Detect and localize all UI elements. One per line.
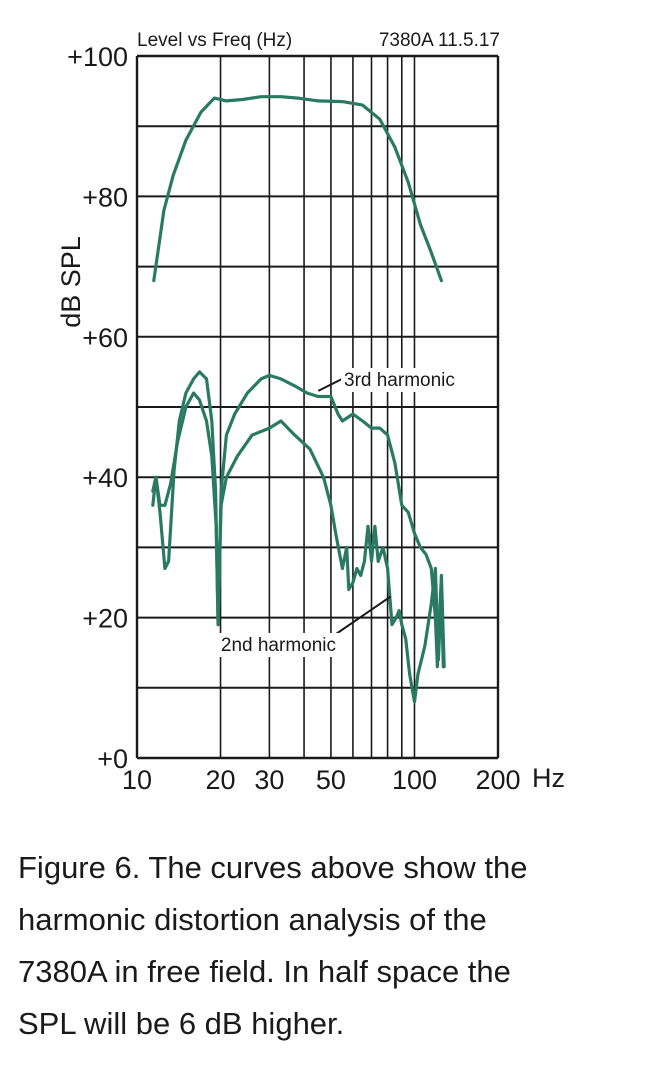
annotation-label-3rd-harmonic: 3rd harmonic bbox=[344, 370, 455, 391]
series-line-3rd-harmonic bbox=[151, 370, 446, 669]
x-tick-label: 30 bbox=[254, 765, 284, 795]
series-line-fundamental bbox=[152, 95, 443, 283]
figure-caption: Figure 6. The curves above show the harm… bbox=[18, 842, 638, 1050]
y-tick-label: +100 bbox=[67, 42, 128, 72]
x-tick-label: 100 bbox=[392, 765, 437, 795]
x-axis-unit-label: Hz bbox=[532, 763, 565, 793]
y-tick-label: +40 bbox=[82, 463, 128, 493]
plot-frame bbox=[135, 54, 500, 760]
annotation-leader-2nd-harmonic bbox=[335, 595, 392, 635]
chart-title: Level vs Freq (Hz) bbox=[137, 30, 292, 51]
harmonic-distortion-chart: 3rd harmonic 2nd harmonic Level vs Freq (… bbox=[56, 30, 565, 795]
y-tick-label: +20 bbox=[82, 604, 128, 634]
y-tick-label: +0 bbox=[97, 744, 128, 774]
x-tick-label: 20 bbox=[206, 765, 236, 795]
y-tick-labels: +0 +20 +40 +60 +80 +100 bbox=[67, 42, 128, 774]
caption-line: Figure 6. The curves above show the bbox=[18, 850, 528, 885]
chart-canvas: 3rd harmonic 2nd harmonic Level vs Freq (… bbox=[56, 30, 565, 795]
annotation-leader-3rd-harmonic bbox=[317, 377, 345, 392]
series-lines bbox=[151, 95, 446, 704]
x-tick-label: 200 bbox=[475, 765, 520, 795]
y-tick-label: +80 bbox=[82, 182, 128, 212]
annotation-label-2nd-harmonic: 2nd harmonic bbox=[221, 635, 336, 656]
annotation-backdrop bbox=[202, 633, 339, 657]
caption-line: harmonic distortion analysis of the bbox=[18, 902, 487, 937]
series-line-2nd-harmonic bbox=[151, 391, 445, 704]
y-axis-label: dB SPL bbox=[56, 236, 86, 328]
x-tick-label: 10 bbox=[122, 765, 152, 795]
y-tick-label: +60 bbox=[82, 323, 128, 353]
annotations: 3rd harmonic 2nd harmonic bbox=[202, 368, 478, 657]
x-tick-label: 50 bbox=[316, 765, 346, 795]
x-tick-labels: 10 20 30 50 100 200 bbox=[122, 765, 521, 795]
caption-line: 7380A in free field. In half space the bbox=[18, 954, 511, 989]
annotation-backdrop bbox=[341, 368, 478, 392]
caption-line: SPL will be 6 dB higher. bbox=[18, 1006, 345, 1041]
model-label: 7380A 11.5.17 bbox=[379, 30, 500, 51]
